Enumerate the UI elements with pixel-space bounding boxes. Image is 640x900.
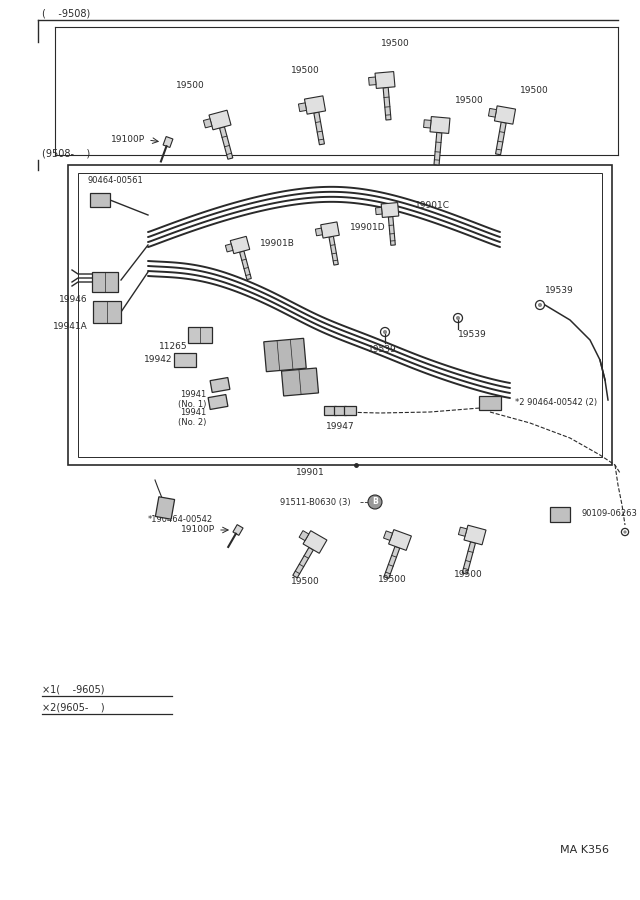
Polygon shape [369,77,376,86]
Polygon shape [314,112,324,145]
Text: B: B [372,498,378,507]
Polygon shape [458,527,467,536]
Polygon shape [92,272,118,292]
Text: *190464-00542: *190464-00542 [148,515,213,524]
Circle shape [538,303,542,307]
Polygon shape [316,228,323,236]
Text: 19500: 19500 [291,577,319,586]
Text: 19539: 19539 [458,330,487,339]
Polygon shape [430,117,450,133]
Text: (    -9508): ( -9508) [42,8,90,18]
Text: 19539: 19539 [367,345,396,354]
Polygon shape [321,222,339,239]
Polygon shape [303,531,327,554]
Text: 19539: 19539 [545,286,573,295]
Polygon shape [156,497,175,519]
Polygon shape [388,529,412,551]
Polygon shape [305,95,326,114]
Polygon shape [334,406,346,415]
Polygon shape [299,531,309,541]
Polygon shape [204,119,212,128]
Text: 19901B: 19901B [260,238,295,248]
Text: 19100P: 19100P [111,136,145,145]
Polygon shape [233,525,243,535]
Text: 19901: 19901 [296,468,324,477]
Text: 90109-06263: 90109-06263 [582,509,638,518]
Text: 19500: 19500 [520,86,548,95]
Polygon shape [225,244,233,252]
Text: ×1(    -9605): ×1( -9605) [42,685,104,695]
Polygon shape [388,217,396,246]
Text: 19500: 19500 [176,81,205,90]
Polygon shape [550,507,570,521]
Text: 19500: 19500 [291,66,319,75]
Bar [68,165,612,465]
Polygon shape [383,531,392,540]
Polygon shape [208,394,228,410]
Text: *2 90464-00542 (2): *2 90464-00542 (2) [515,399,597,408]
Polygon shape [188,327,212,343]
Polygon shape [282,368,319,396]
Text: 19500: 19500 [381,39,410,48]
Polygon shape [329,237,339,266]
Text: 91511-B0630 (3): 91511-B0630 (3) [280,498,351,507]
Polygon shape [479,396,501,410]
Text: MA K356: MA K356 [560,845,609,855]
Polygon shape [239,251,252,280]
Polygon shape [488,108,497,117]
Polygon shape [434,132,442,165]
Polygon shape [90,193,110,207]
Text: 19901D: 19901D [350,223,386,232]
Text: 90464-00561: 90464-00561 [88,176,144,185]
Polygon shape [381,202,399,218]
Polygon shape [163,137,173,148]
Polygon shape [495,106,516,124]
Polygon shape [464,526,486,544]
Polygon shape [383,87,391,120]
Polygon shape [344,406,356,415]
Text: 19500: 19500 [454,570,483,579]
Text: 19901C: 19901C [415,201,450,210]
Polygon shape [384,546,400,579]
Text: 11265: 11265 [159,342,188,351]
Text: (9508-    ): (9508- ) [42,148,90,158]
Polygon shape [376,207,382,214]
Polygon shape [424,120,431,128]
Polygon shape [462,542,476,574]
Polygon shape [495,122,506,155]
Polygon shape [375,72,395,88]
Polygon shape [93,301,121,323]
Text: 19941A: 19941A [53,322,88,331]
Circle shape [368,495,382,509]
Polygon shape [174,353,196,367]
Text: 19942: 19942 [143,356,172,364]
Text: 19947: 19947 [326,422,355,431]
Text: 19941
(No. 1): 19941 (No. 1) [178,390,206,410]
Circle shape [623,530,627,534]
Circle shape [383,330,387,334]
Polygon shape [230,237,250,254]
Polygon shape [324,406,336,415]
Text: ×2(9605-    ): ×2(9605- ) [42,703,104,713]
Text: 19500: 19500 [455,96,484,105]
Text: 19946: 19946 [60,295,88,304]
Polygon shape [293,547,314,578]
Circle shape [456,316,460,320]
Polygon shape [220,127,233,159]
Text: 19941
(No. 2): 19941 (No. 2) [178,408,206,427]
Polygon shape [264,338,306,372]
Polygon shape [209,110,231,130]
Text: 19100P: 19100P [181,526,215,535]
Text: 19500: 19500 [378,575,406,584]
Polygon shape [298,103,307,112]
Polygon shape [210,377,230,392]
Bar [78,173,602,457]
